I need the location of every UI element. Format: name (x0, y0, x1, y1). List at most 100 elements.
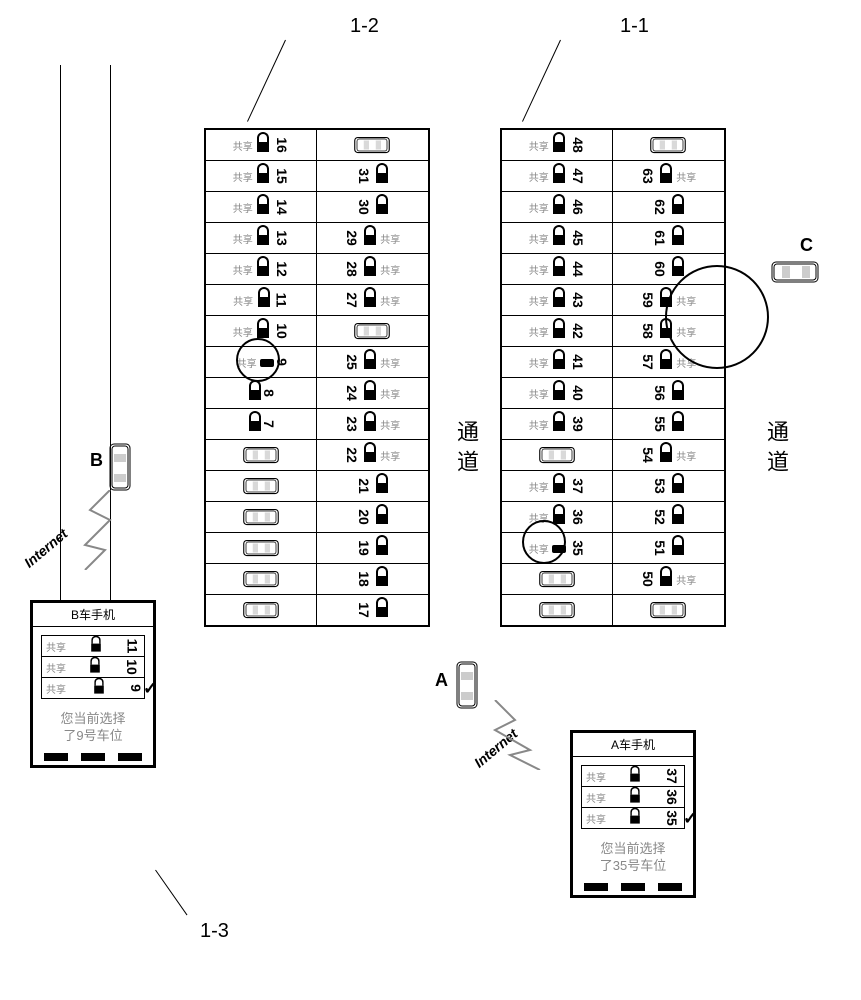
spot-number: 11 (125, 639, 141, 654)
phone-item[interactable]: 共享9✓ (42, 678, 144, 698)
phone-btn[interactable] (118, 753, 142, 761)
phone-item[interactable]: 共享11 (42, 636, 144, 657)
phone-a-buttons (573, 879, 693, 895)
circle-35 (522, 520, 566, 564)
share-label: 共享 (586, 811, 606, 826)
lock-icon (376, 572, 388, 586)
aisle-1: 通道 (450, 420, 482, 480)
phone-item[interactable]: 共享37 (582, 766, 684, 787)
label-13: 1-3 (200, 920, 229, 943)
phone-btn[interactable] (658, 883, 682, 891)
spot-number: 35 (664, 810, 680, 826)
car-icon (241, 570, 281, 588)
parking-row: 共享 1329 共享 (206, 223, 428, 254)
share-label: 共享 (233, 138, 253, 153)
parking-cell: 31 (317, 161, 427, 191)
spot-number: 27 (344, 292, 360, 308)
lock-icon (376, 169, 388, 183)
phone-item[interactable]: 共享36 (582, 787, 684, 808)
car-icon (537, 601, 577, 619)
spot-number: 46 (569, 199, 585, 215)
phone-item[interactable]: 共享35✓ (582, 808, 684, 828)
lock-icon (660, 169, 672, 183)
parking-row: 共享 37 53 (502, 471, 724, 502)
lock-icon (553, 169, 565, 183)
phone-btn[interactable] (81, 753, 105, 761)
share-label: 共享 (380, 386, 400, 401)
spot-number: 39 (569, 416, 585, 432)
parking-cell (317, 130, 427, 160)
spot-number: 37 (569, 478, 585, 494)
spot-number: 56 (652, 385, 668, 401)
lock-icon (553, 293, 565, 307)
spot-number: 19 (356, 540, 372, 556)
car-c (770, 260, 820, 289)
spot-number: 15 (273, 168, 289, 184)
share-label: 共享 (380, 417, 400, 432)
parking-cell (502, 595, 613, 625)
spot-number: 28 (344, 261, 360, 277)
parking-cell: 共享 11 (206, 285, 317, 315)
spot-number: 30 (356, 199, 372, 215)
share-label: 共享 (46, 681, 66, 696)
lock-icon (672, 386, 684, 400)
share-label: 共享 (529, 479, 549, 494)
car-icon (352, 136, 392, 154)
phone-b: B车手机 共享11共享10共享9✓ 您当前选择了9号车位 (30, 600, 156, 768)
parking-row: 18 (206, 564, 428, 595)
lock-icon (630, 812, 640, 823)
lock-icon (553, 355, 565, 369)
parking-cell: 共享 42 (502, 316, 613, 346)
lock-icon (364, 355, 376, 369)
lock-icon (553, 479, 565, 493)
parking-cell (502, 564, 613, 594)
parking-cell: 62 (613, 192, 723, 222)
lock-icon (257, 324, 269, 338)
car-icon (648, 601, 688, 619)
phone-btn[interactable] (621, 883, 645, 891)
lock-icon (553, 510, 565, 524)
spot-number: 54 (640, 447, 656, 463)
lock-icon (257, 200, 269, 214)
phone-btn[interactable] (584, 883, 608, 891)
parking-cell: 8 (206, 378, 317, 408)
share-label: 共享 (529, 324, 549, 339)
spot-number: 36 (569, 509, 585, 525)
phone-a-title: A车手机 (573, 733, 693, 757)
spot-number: 10 (124, 659, 140, 675)
car-icon (352, 322, 392, 340)
lock-icon (249, 386, 261, 400)
share-label: 共享 (380, 355, 400, 370)
spot-number: 35 (569, 540, 585, 556)
lock-icon (94, 682, 104, 693)
parking-cell: 共享 41 (502, 347, 613, 377)
spot-number: 13 (273, 230, 289, 246)
spot-number: 48 (569, 137, 585, 153)
parking-row: 21 (206, 471, 428, 502)
share-label: 共享 (586, 790, 606, 805)
share-label: 共享 (676, 572, 696, 587)
phone-item[interactable]: 共享10 (42, 657, 144, 678)
lock-icon (672, 231, 684, 245)
lock-icon (672, 200, 684, 214)
spot-number: 59 (640, 292, 656, 308)
parking-cell: 共享 39 (502, 409, 613, 439)
lock-icon (364, 386, 376, 400)
lock-icon (553, 200, 565, 214)
spot-number: 29 (344, 230, 360, 246)
share-label: 共享 (529, 200, 549, 215)
share-label: 共享 (233, 293, 253, 308)
parking-cell: 22 共享 (317, 440, 427, 470)
lock-icon (257, 231, 269, 245)
phone-btn[interactable] (44, 753, 68, 761)
spot-number: 17 (356, 602, 372, 618)
lock-icon (672, 510, 684, 524)
parking-cell: 53 (613, 471, 723, 501)
parking-cell: 52 (613, 502, 723, 532)
internet-b: Internet (21, 525, 71, 570)
spot-number: 60 (652, 261, 668, 277)
parking-row: 共享 1531 (206, 161, 428, 192)
parking-cell (206, 564, 317, 594)
spot-number: 63 (640, 168, 656, 184)
parking-row (502, 595, 724, 625)
